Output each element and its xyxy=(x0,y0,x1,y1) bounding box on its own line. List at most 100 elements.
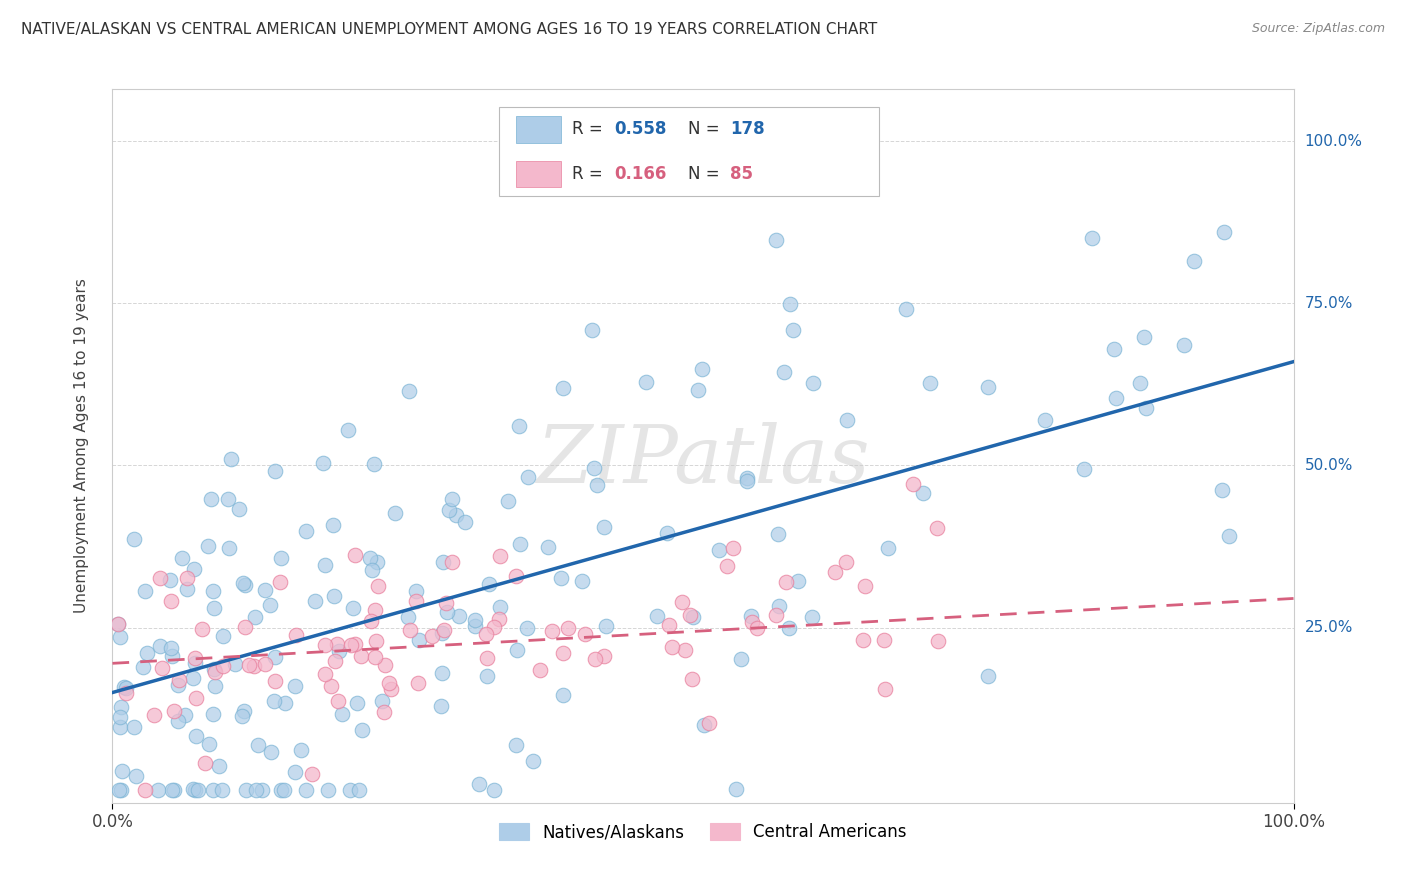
Point xyxy=(484,782,506,797)
Point xyxy=(108,630,131,644)
Text: 50.0%: 50.0% xyxy=(1305,458,1353,473)
Point xyxy=(323,589,346,603)
Point xyxy=(488,613,510,627)
Point xyxy=(595,619,617,633)
Point xyxy=(399,623,422,637)
Point xyxy=(1218,529,1240,543)
Point xyxy=(433,624,456,638)
Point xyxy=(183,656,205,670)
Point xyxy=(110,700,132,714)
Point xyxy=(232,575,254,590)
Point xyxy=(183,562,205,576)
Point xyxy=(326,636,349,650)
Point xyxy=(1213,226,1236,240)
Point xyxy=(875,681,897,696)
Point xyxy=(285,628,308,642)
Point xyxy=(150,660,173,674)
Point xyxy=(173,708,195,723)
Point xyxy=(219,452,242,467)
Point xyxy=(339,782,361,797)
Point xyxy=(149,639,172,653)
Point xyxy=(208,759,231,773)
Point xyxy=(125,769,148,783)
Point xyxy=(434,596,457,610)
Point xyxy=(242,659,264,673)
Point xyxy=(115,686,138,700)
Point xyxy=(204,679,226,693)
Point xyxy=(270,551,292,566)
Point xyxy=(690,362,713,376)
Point xyxy=(124,533,146,547)
Point xyxy=(162,649,184,664)
Point xyxy=(735,475,758,489)
Text: Source: ZipAtlas.com: Source: ZipAtlas.com xyxy=(1251,22,1385,36)
Point xyxy=(1102,343,1125,357)
Point xyxy=(202,706,225,721)
Point xyxy=(374,658,396,673)
Point xyxy=(853,578,876,592)
Point xyxy=(768,527,790,541)
Point xyxy=(429,698,451,713)
Point xyxy=(645,608,668,623)
Point xyxy=(112,680,135,694)
Text: 0.558: 0.558 xyxy=(614,120,666,138)
Point xyxy=(163,704,186,718)
Point xyxy=(478,576,501,591)
Point xyxy=(765,607,787,622)
Point xyxy=(284,764,307,779)
Point xyxy=(508,418,530,433)
Text: 0.166: 0.166 xyxy=(614,165,666,183)
Point xyxy=(496,494,519,508)
Point xyxy=(284,679,307,693)
Point xyxy=(263,673,285,688)
Point xyxy=(304,594,326,608)
Point xyxy=(725,782,748,797)
Point xyxy=(673,643,696,657)
Point xyxy=(211,782,233,797)
Point xyxy=(474,627,496,641)
Point xyxy=(111,764,134,778)
Point xyxy=(489,549,512,563)
Point xyxy=(1135,401,1157,416)
Point xyxy=(730,652,752,666)
Point xyxy=(364,603,387,617)
Point xyxy=(122,720,145,734)
Point xyxy=(800,610,823,624)
Point xyxy=(197,737,219,751)
Point xyxy=(489,600,512,615)
Point xyxy=(176,572,198,586)
Point xyxy=(202,662,225,676)
Point xyxy=(233,578,256,592)
Point xyxy=(551,381,574,395)
Point xyxy=(775,575,797,590)
Point xyxy=(172,550,194,565)
Point xyxy=(378,676,401,690)
Point xyxy=(197,539,219,553)
Point xyxy=(235,782,257,797)
Point xyxy=(254,657,277,671)
Y-axis label: Unemployment Among Ages 16 to 19 years: Unemployment Among Ages 16 to 19 years xyxy=(75,278,89,614)
Point xyxy=(259,599,281,613)
Point xyxy=(1133,330,1156,344)
Text: 25.0%: 25.0% xyxy=(1305,620,1353,635)
Point xyxy=(146,782,169,797)
Point xyxy=(583,460,606,475)
Point xyxy=(574,627,596,641)
Point xyxy=(167,673,190,687)
Point xyxy=(475,650,498,665)
Point xyxy=(529,664,551,678)
Point xyxy=(367,579,389,593)
Point xyxy=(693,717,716,731)
Point xyxy=(373,705,395,719)
Point xyxy=(134,584,156,599)
Point xyxy=(263,694,285,708)
Point xyxy=(406,676,429,690)
Point xyxy=(398,384,420,398)
Point xyxy=(835,555,858,569)
Point xyxy=(238,657,260,672)
Text: N =: N = xyxy=(688,165,724,183)
Point xyxy=(132,659,155,673)
Point xyxy=(194,756,217,771)
Point xyxy=(765,233,787,247)
Point xyxy=(364,650,387,665)
